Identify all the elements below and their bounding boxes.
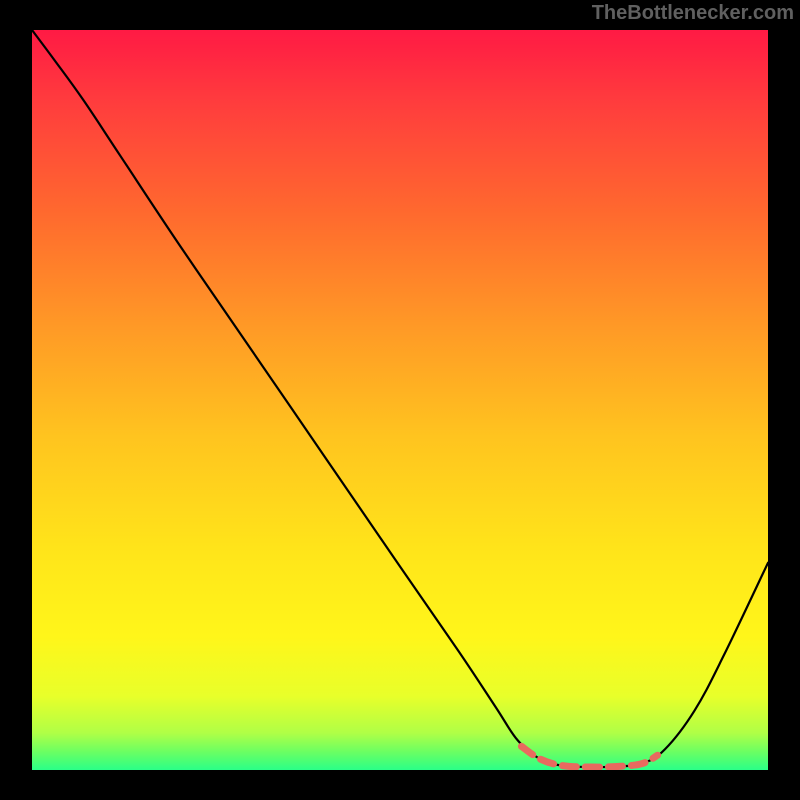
gradient-background xyxy=(32,30,768,770)
watermark-text: TheBottlenecker.com xyxy=(592,2,794,25)
plot-area xyxy=(32,30,768,770)
chart-svg xyxy=(32,30,768,770)
chart-canvas: TheBottlenecker.com xyxy=(0,0,800,800)
